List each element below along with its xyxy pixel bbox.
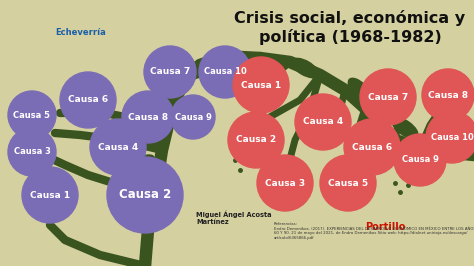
Text: Causa 2: Causa 2 <box>119 189 171 202</box>
Ellipse shape <box>107 157 183 233</box>
Ellipse shape <box>437 132 463 148</box>
Text: Causa 10: Causa 10 <box>204 68 246 77</box>
Ellipse shape <box>162 98 188 118</box>
Text: Causa 8: Causa 8 <box>128 113 168 122</box>
Ellipse shape <box>344 119 400 175</box>
Text: Causa 9: Causa 9 <box>174 113 211 122</box>
Text: Causa 7: Causa 7 <box>368 93 408 102</box>
Ellipse shape <box>183 61 207 75</box>
Ellipse shape <box>320 155 376 211</box>
Ellipse shape <box>199 46 251 98</box>
Text: Causa 4: Causa 4 <box>98 143 138 152</box>
Ellipse shape <box>8 91 56 139</box>
Ellipse shape <box>426 111 474 163</box>
Text: Miguel Ángel Acosta
Martínez: Miguel Ángel Acosta Martínez <box>196 210 272 225</box>
Ellipse shape <box>22 167 78 223</box>
Text: Causa 7: Causa 7 <box>150 68 190 77</box>
Text: Referencias:
Endro Demenikos. (2017). EXPERIENCIAS DEL DESARROLLO ECONÓMICO EN M: Referencias: Endro Demenikos. (2017). EX… <box>274 222 474 240</box>
Text: Causa 2: Causa 2 <box>236 135 276 144</box>
Ellipse shape <box>360 69 416 125</box>
Ellipse shape <box>171 95 215 139</box>
Text: Causa 9: Causa 9 <box>401 156 438 164</box>
Ellipse shape <box>144 46 196 98</box>
Ellipse shape <box>122 91 174 143</box>
Text: Causa 5: Causa 5 <box>328 178 368 188</box>
Ellipse shape <box>90 119 146 175</box>
Ellipse shape <box>295 94 351 150</box>
Ellipse shape <box>422 69 474 121</box>
Ellipse shape <box>292 58 319 78</box>
Text: Causa 3: Causa 3 <box>14 148 50 156</box>
Ellipse shape <box>233 57 289 113</box>
Text: Portillo: Portillo <box>365 222 405 232</box>
Text: Causa 6: Causa 6 <box>352 143 392 152</box>
Ellipse shape <box>392 118 418 138</box>
Text: Causa 3: Causa 3 <box>265 178 305 188</box>
Ellipse shape <box>60 72 116 128</box>
Ellipse shape <box>348 78 372 102</box>
Text: Causa 10: Causa 10 <box>430 132 474 142</box>
Ellipse shape <box>8 128 56 176</box>
Text: Causa 8: Causa 8 <box>428 90 468 99</box>
Text: Causa 6: Causa 6 <box>68 95 108 105</box>
Ellipse shape <box>126 155 155 175</box>
Text: Causa 1: Causa 1 <box>241 81 281 89</box>
Text: Causa 5: Causa 5 <box>13 110 51 119</box>
Ellipse shape <box>257 155 313 211</box>
Text: Causa 1: Causa 1 <box>30 190 70 200</box>
Ellipse shape <box>150 124 170 146</box>
Text: Echeverría: Echeverría <box>55 28 106 37</box>
Ellipse shape <box>228 112 284 168</box>
Text: Crisis social, económica y
política (1968-1982): Crisis social, económica y política (196… <box>235 10 465 45</box>
Text: Causa 4: Causa 4 <box>303 118 343 127</box>
Ellipse shape <box>394 134 446 186</box>
